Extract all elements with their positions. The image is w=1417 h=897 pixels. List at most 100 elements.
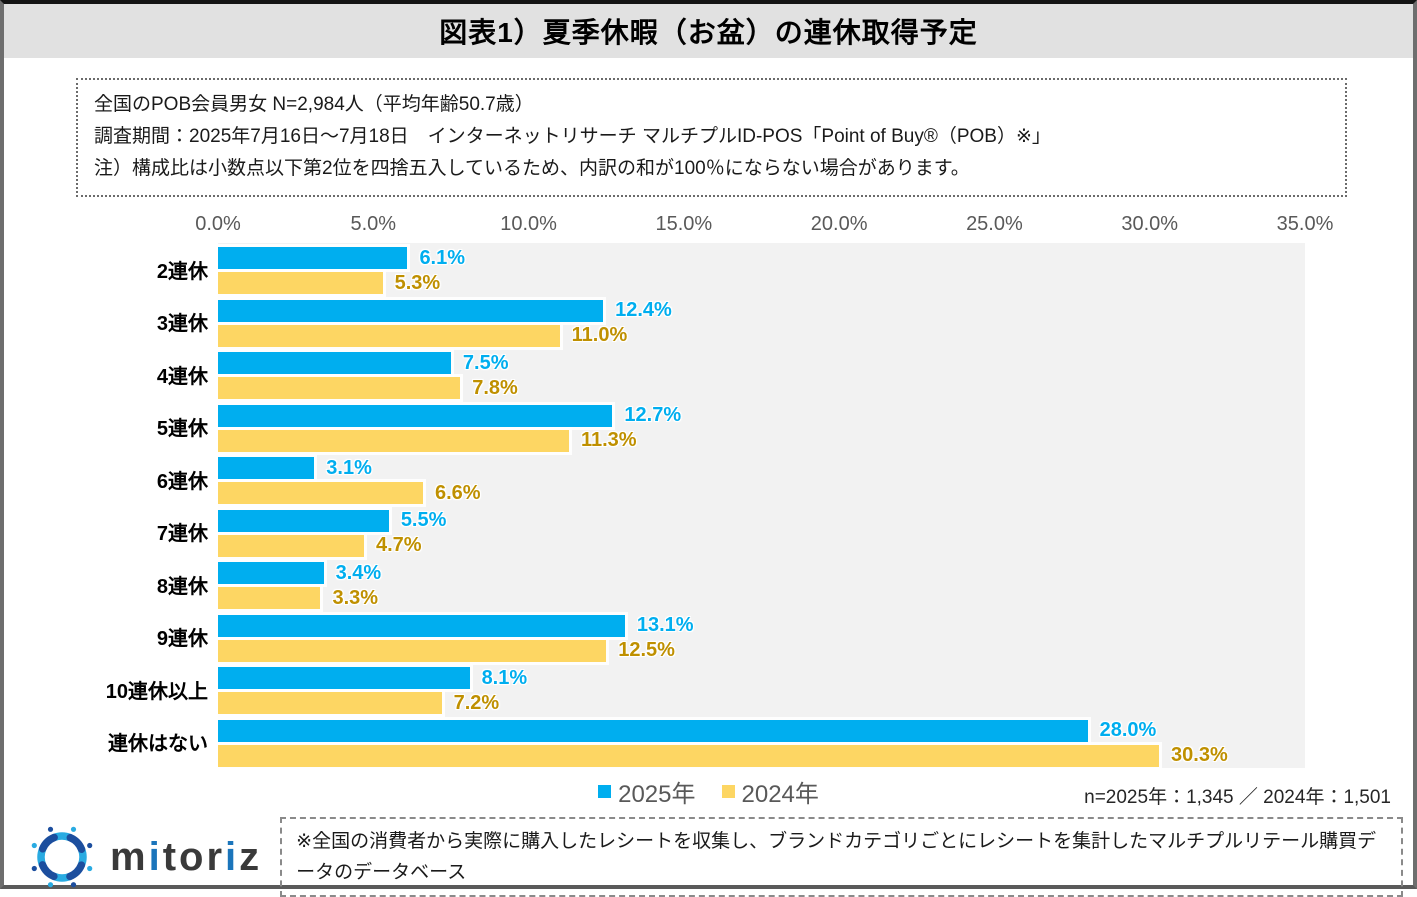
bar-value-label: 12.4% <box>615 299 672 321</box>
bar-value-label: 30.3% <box>1171 744 1228 766</box>
bar-group: 3.1% 6.6% <box>218 453 1305 506</box>
footer: mitoriz ※全国の消費者から実際に購入したレシートを収集し、ブランドカテゴ… <box>28 817 1403 897</box>
bar-2024年 <box>218 272 383 294</box>
bar-2025年 <box>218 457 315 479</box>
survey-info-line-3: 注）構成比は小数点以下第2位を四捨五入しているため、内訳の和が100％にならない… <box>94 158 970 179</box>
bar-row: 12.7% <box>218 404 1305 427</box>
bar-group: 13.1% 12.5% <box>218 611 1305 664</box>
survey-info-box: 全国のPOB会員男女 N=2,984人（平均年齢50.7歳） 調査期間：2025… <box>76 78 1347 197</box>
bar-row: 4.7% <box>218 534 1305 557</box>
x-tick-label: 5.0% <box>350 213 397 235</box>
bar-group: 12.4% 11.0% <box>218 296 1305 349</box>
legend-label: 2025年 <box>618 781 696 808</box>
x-axis-ticks: 0.0% 5.0% 10.0% 15.0% 20.0% 25.0% 30.0% 35.0% <box>195 213 1333 243</box>
bar-value-label: 7.5% <box>462 351 509 374</box>
bar-2025年 <box>218 404 613 427</box>
bar-2025年 <box>218 247 408 269</box>
bar-row: 13.1% <box>218 614 1305 637</box>
bar-row: 11.3% <box>218 429 1305 452</box>
bar-2024年 <box>218 639 607 662</box>
chart-body: 2連休 3連休 4連休 5連休 6連休 7連休 8連休 9連休 10連休以上 連休はない 6.1%… <box>4 243 1413 768</box>
survey-info-line-2: 調査期間：2025年7月16日～7月18日 インターネットリサーチ マルチプルI… <box>94 126 1051 147</box>
legend-item: 2025年 <box>598 774 696 809</box>
title-bar: 図表1）夏季休暇（お盆）の連休取得予定 <box>4 4 1413 58</box>
category-label: 9連休 <box>156 628 208 651</box>
bar-2024年 <box>218 429 569 452</box>
x-tick-label: 10.0% <box>500 213 557 235</box>
bar-row: 5.5% <box>218 509 1305 532</box>
category-label: 4連休 <box>156 365 208 388</box>
bar-value-label: 5.5% <box>400 509 447 531</box>
category-label: 6連休 <box>156 470 208 493</box>
category-axis: 2連休 3連休 4連休 5連休 6連休 7連休 8連休 9連休 10連休以上 連休はない <box>4 243 218 768</box>
bar-2025年 <box>218 299 604 322</box>
bar-value-label: 11.3% <box>580 429 637 451</box>
bar-value-label: 7.2% <box>453 691 500 714</box>
legend-item: 2024年 <box>721 774 819 809</box>
bar-2024年 <box>218 534 364 557</box>
bar-2025年 <box>218 719 1088 742</box>
bar-row: 30.3% <box>218 744 1305 767</box>
bar-value-label: 6.1% <box>419 246 466 269</box>
sample-size-note: n=2025年：1,345 ／ 2024年：1,501 <box>1084 787 1391 808</box>
bar-group: 5.5% 4.7% <box>218 506 1305 559</box>
bar-group: 6.1% 5.3% <box>218 243 1305 296</box>
bar-row: 7.5% <box>218 352 1305 374</box>
footer-note-box: ※全国の消費者から実際に購入したレシートを収集し、ブランドカテゴリごとにレシート… <box>280 817 1403 897</box>
bar-row: 28.0% <box>218 719 1305 742</box>
survey-info-line-1: 全国のPOB会員男女 N=2,984人（平均年齢50.7歳） <box>94 94 534 115</box>
legend-swatch <box>721 785 735 798</box>
bar-2025年 <box>218 352 451 374</box>
bar-row: 11.0% <box>218 324 1305 347</box>
bar-row: 5.3% <box>218 272 1305 294</box>
category-label: 7連休 <box>156 523 208 546</box>
bar-row: 6.6% <box>218 482 1305 504</box>
bar-value-label: 4.7% <box>375 534 422 556</box>
bar-row: 7.8% <box>218 377 1305 399</box>
mitoriz-logo-text: mitoriz <box>110 834 263 879</box>
bar-value-label: 3.3% <box>332 586 379 609</box>
x-tick-label: 35.0% <box>1276 213 1334 235</box>
bar-2024年 <box>218 744 1160 767</box>
x-tick-label: 25.0% <box>966 213 1023 235</box>
mitoriz-logo: mitoriz <box>28 823 262 891</box>
bar-value-label: 8.1% <box>481 666 528 689</box>
mitoriz-logo-icon <box>31 826 93 888</box>
bar-value-label: 5.3% <box>394 271 441 294</box>
bar-row: 12.5% <box>218 639 1305 662</box>
x-tick-label: 15.0% <box>655 213 713 235</box>
bar-group: 7.5% 7.8% <box>218 348 1305 401</box>
bar-2025年 <box>218 667 470 689</box>
bar-2025年 <box>218 562 324 584</box>
category-label: 8連休 <box>156 575 208 598</box>
legend-items: 2025年 2024年 <box>598 774 819 809</box>
bar-value-label: 6.6% <box>434 481 481 504</box>
bar-row: 3.3% <box>218 587 1305 609</box>
bar-value-label: 3.1% <box>326 456 372 479</box>
bar-group: 3.4% 3.3% <box>218 558 1305 611</box>
legend-label: 2024年 <box>741 781 819 808</box>
bar-value-label: 12.5% <box>618 639 675 661</box>
bar-row: 7.2% <box>218 692 1305 714</box>
bar-value-label: 12.7% <box>624 404 682 426</box>
bar-value-label: 28.0% <box>1099 719 1157 741</box>
bar-2024年 <box>218 482 423 504</box>
bar-value-label: 11.0% <box>571 324 628 346</box>
bar-value-label: 3.4% <box>335 561 382 584</box>
x-tick-label: 0.0% <box>195 213 241 235</box>
page-title: 図表1）夏季休暇（お盆）の連休取得予定 <box>439 17 978 48</box>
bar-2024年 <box>218 324 560 347</box>
bar-2024年 <box>218 377 461 399</box>
bar-chart: 0.0% 5.0% 10.0% 15.0% 20.0% 25.0% 30.0% 35.0% 2… <box>4 213 1413 768</box>
x-tick-label: 20.0% <box>810 213 868 235</box>
bar-2024年 <box>218 587 321 609</box>
bar-value-label: 13.1% <box>636 614 694 636</box>
category-label: 3連休 <box>156 313 208 336</box>
bar-row: 3.1% <box>218 457 1305 479</box>
category-label: 2連休 <box>156 260 208 283</box>
bar-value-label: 7.8% <box>472 376 518 399</box>
legend: 2025年 2024年 n=2025年：1,345 ／ 2024年：1,501 <box>4 774 1413 809</box>
bar-2025年 <box>218 614 625 637</box>
bar-group: 28.0% 30.3% <box>218 716 1305 769</box>
category-label: 10連休以上 <box>105 680 208 703</box>
